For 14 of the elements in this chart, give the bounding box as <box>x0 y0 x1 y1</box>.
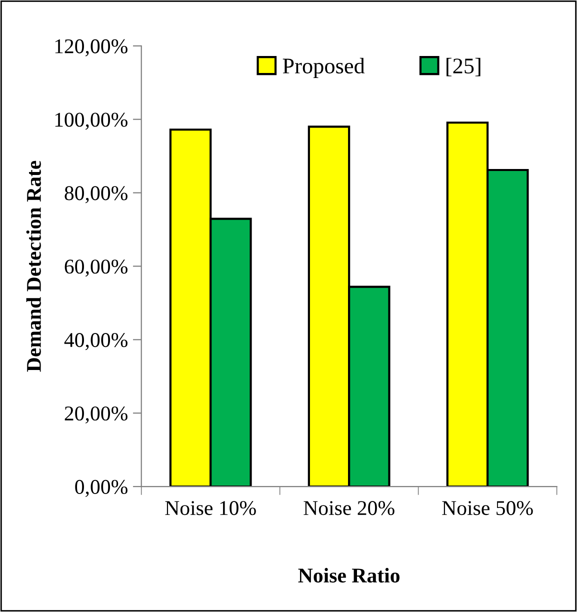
y-tick-label: 60,00% <box>64 260 128 277</box>
y-axis-title: Demand Detection Rate <box>26 160 41 372</box>
x-tick-label: Noise 50% <box>442 501 533 516</box>
y-tick-label: 100,00% <box>55 112 128 130</box>
x-axis-title: Noise Ratio <box>298 568 400 583</box>
y-tick-label: 120,00% <box>55 39 128 56</box>
legend-label: [25] <box>446 58 480 76</box>
legend-label: Proposed <box>282 58 365 78</box>
x-tick-label: Noise 10% <box>165 501 256 516</box>
x-tick-label: Noise 20% <box>304 501 394 516</box>
y-tick-label: 0,00% <box>75 480 128 497</box>
y-tick-label: 20,00% <box>64 406 128 424</box>
y-tick-label: 80,00% <box>64 186 128 204</box>
y-tick-label: 40,00% <box>64 333 128 350</box>
